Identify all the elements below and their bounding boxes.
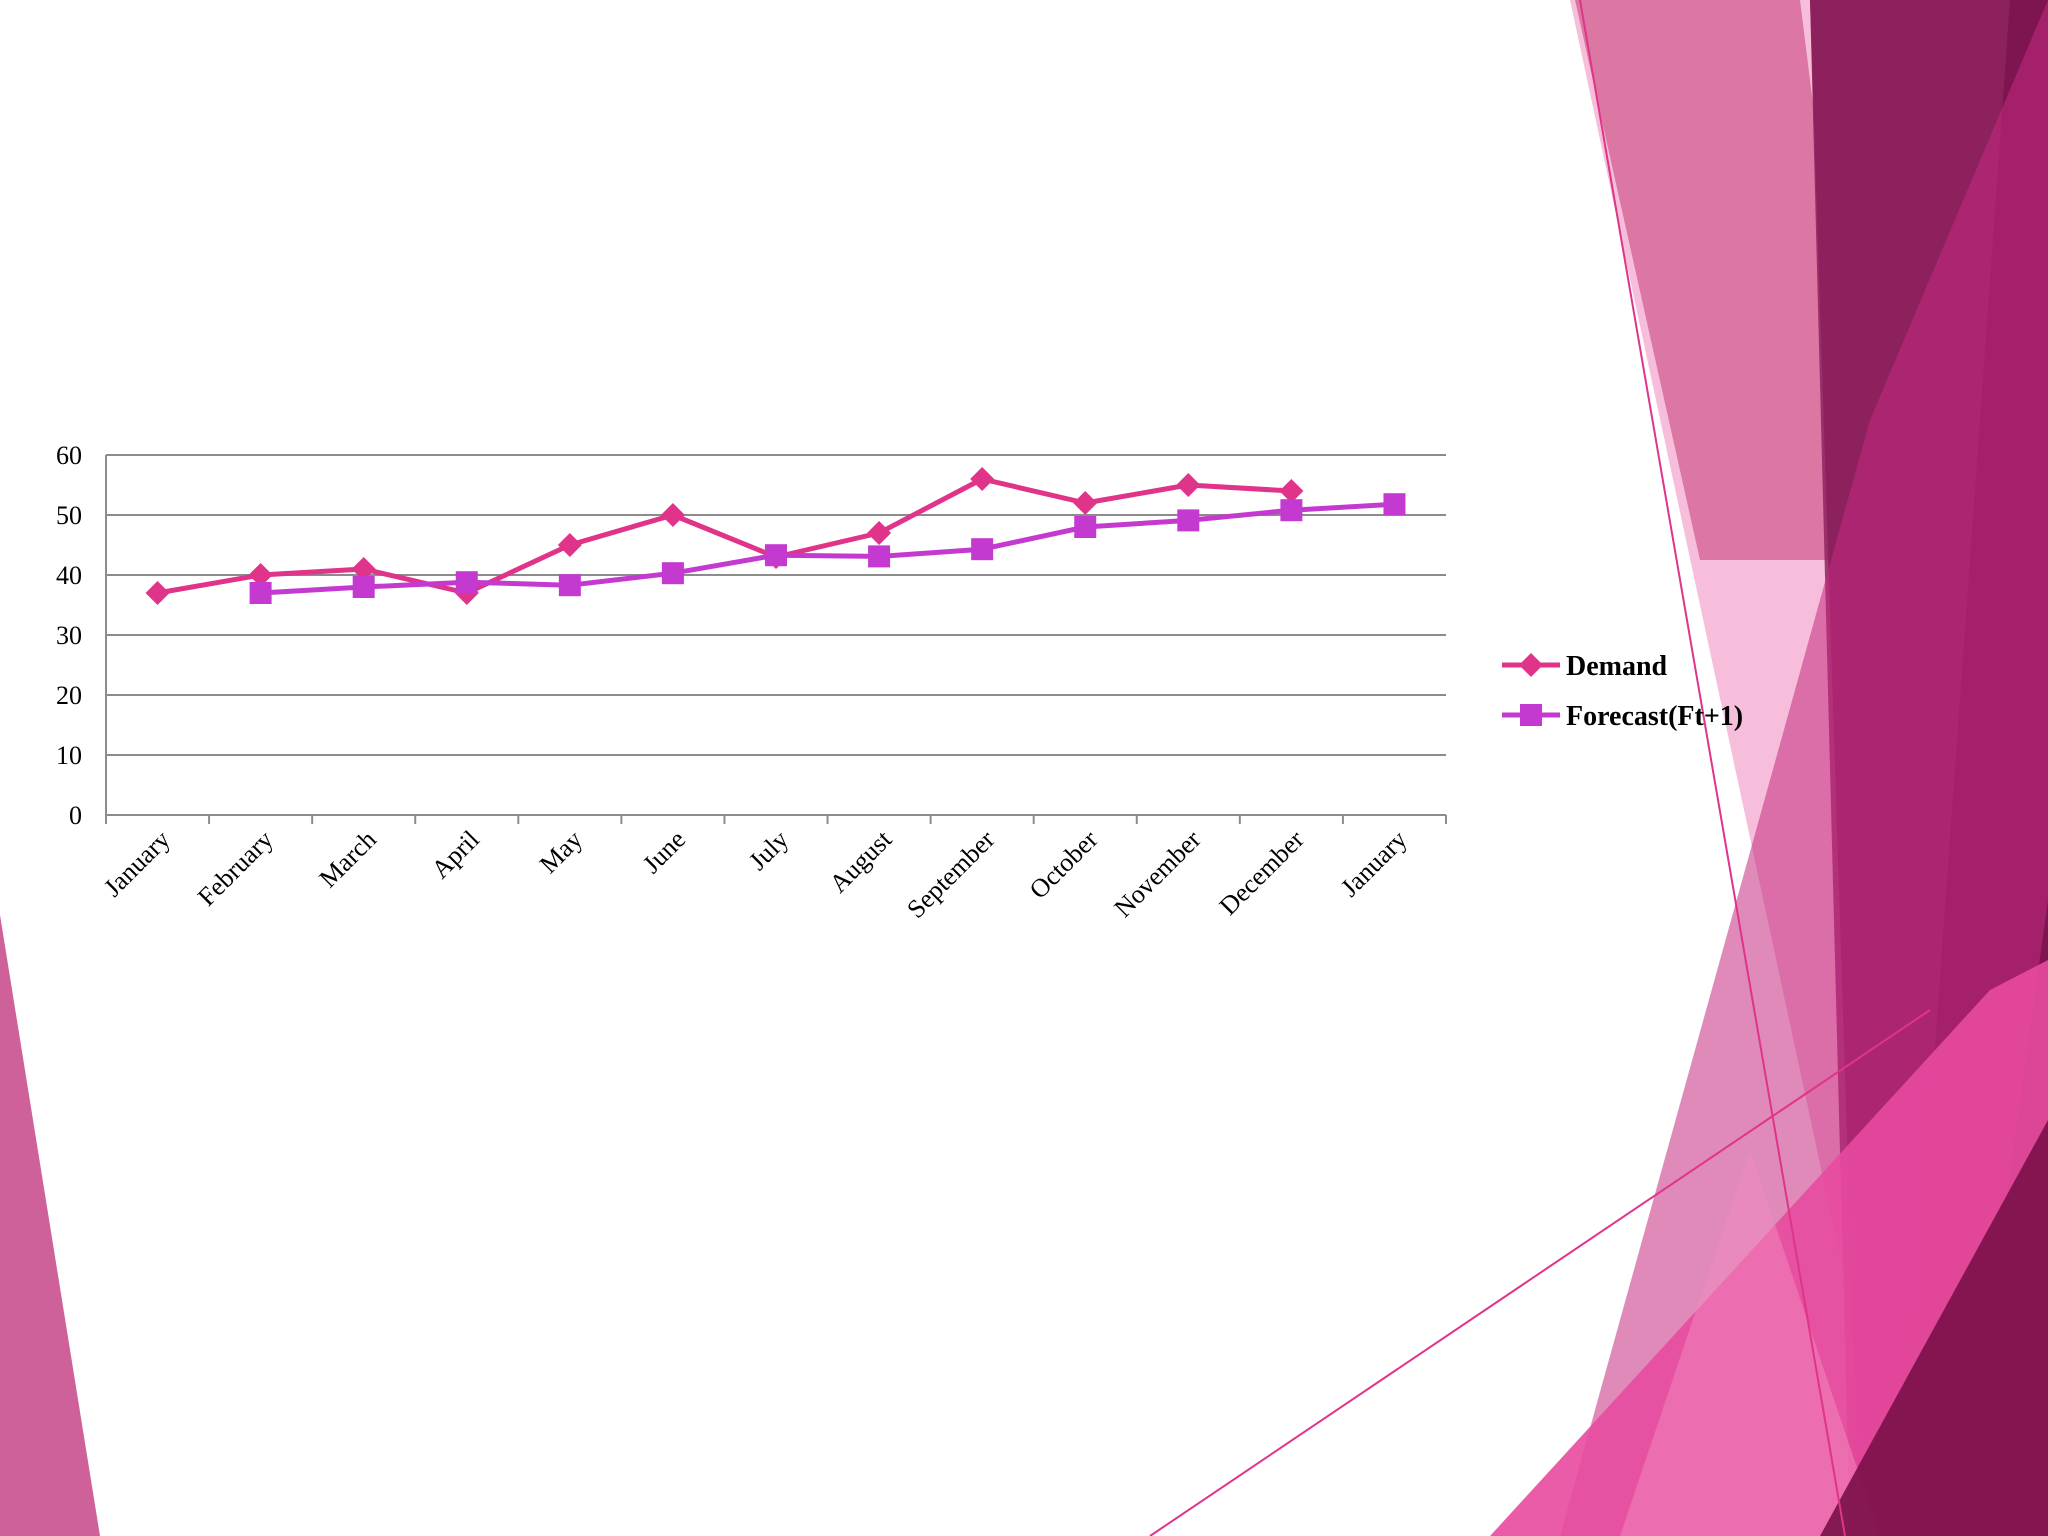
decor-line-diagonal	[1149, 1009, 1931, 1536]
series-line-0	[157, 476, 1292, 596]
demand-point	[351, 557, 376, 581]
x-tick-label: March	[313, 825, 381, 893]
x-tick-label: November	[1108, 825, 1206, 923]
x-tick-label: September	[901, 824, 1000, 923]
demand-point	[867, 521, 892, 545]
x-tick-label: February	[192, 825, 279, 912]
demand-point	[1176, 473, 1201, 497]
demand-point	[1073, 491, 1098, 515]
y-tick-label: 0	[69, 801, 82, 830]
x-tick-label: October	[1024, 825, 1104, 905]
legend-marker-0	[1519, 653, 1543, 677]
forecast-point	[971, 538, 994, 561]
gridlines	[106, 454, 1446, 816]
demand-point	[1279, 479, 1304, 503]
y-tick-label: 30	[56, 621, 82, 650]
demand-point	[970, 467, 995, 491]
x-tick-label: August	[824, 824, 898, 898]
x-tick-label: May	[534, 825, 588, 879]
forecast-point	[661, 562, 684, 585]
x-tick-label: June	[637, 825, 691, 879]
x-tick-label: July	[743, 825, 794, 876]
forecast-point	[868, 545, 891, 568]
legend: Demand Forecast(Ft+1)	[1502, 651, 1743, 732]
decor-panel-pink	[1575, 0, 1870, 560]
decor-panel-soft	[1620, 1150, 1880, 1536]
x-tick-label: April	[426, 825, 485, 884]
y-tick-label: 60	[56, 441, 82, 470]
demand-point	[557, 533, 582, 557]
forecast-point	[249, 582, 272, 604]
forecast-point	[352, 576, 375, 598]
decor-line-vertical	[1579, 0, 1846, 1536]
y-tick-label: 40	[56, 561, 82, 590]
x-tick-label: January	[98, 825, 176, 903]
series-line-1	[260, 501, 1395, 596]
decor-panel-corner	[1820, 1120, 2048, 1536]
legend-label: Forecast(Ft+1)	[1566, 701, 1743, 732]
series	[145, 467, 1406, 605]
y-tick-label: 10	[56, 741, 82, 770]
forecast-point	[1074, 516, 1097, 538]
forecast-point	[558, 574, 581, 597]
y-tick-label: 50	[56, 501, 82, 530]
forecast-point	[1177, 509, 1200, 532]
forecast-point	[1280, 499, 1303, 522]
legend-marker-1	[1520, 704, 1542, 726]
x-tick-label: December	[1214, 825, 1310, 921]
legend-label: Demand	[1566, 651, 1668, 682]
forecast-point	[765, 544, 787, 567]
forecast-point	[455, 571, 478, 594]
forecast-point	[1383, 493, 1406, 516]
demand-point	[145, 581, 170, 605]
y-tick-label: 20	[56, 681, 82, 710]
x-tick-label: January	[1335, 825, 1413, 903]
demand-point	[660, 503, 685, 527]
decor-panel-left	[0, 915, 100, 1536]
demand-point	[248, 563, 273, 587]
